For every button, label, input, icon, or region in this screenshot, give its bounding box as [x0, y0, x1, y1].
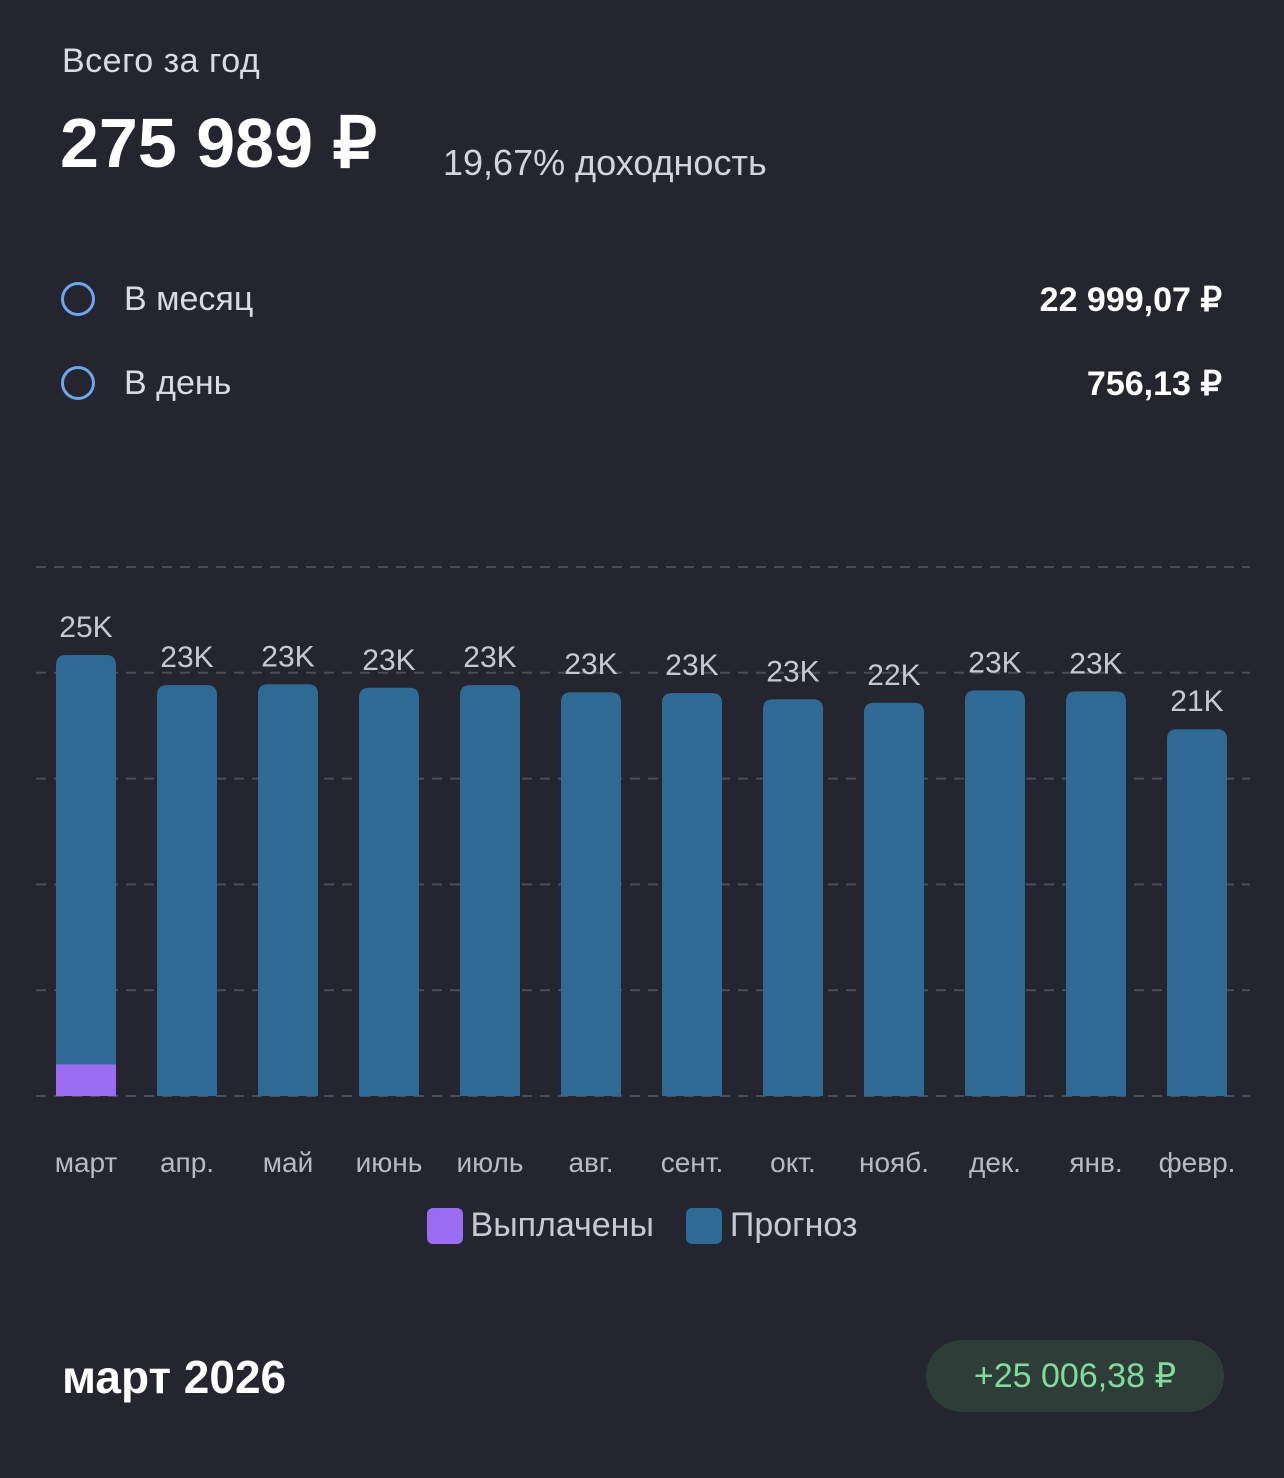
bar-value-label: 25K [59, 611, 112, 644]
bar-value-label: 21K [1170, 685, 1223, 718]
x-tick-label: авг. [568, 1147, 613, 1178]
bar-value-label: 23K [968, 646, 1021, 679]
x-tick-label: дек. [969, 1147, 1021, 1178]
bar-value-label: 23K [362, 644, 415, 677]
legend-label-paid: Выплачены [470, 1206, 654, 1244]
x-tick-label: июнь [356, 1147, 423, 1178]
period-title: март 2026 [62, 1351, 287, 1403]
legend-swatch-forecast [685, 1207, 722, 1244]
stat-row-month[interactable]: В месяц 22 999,07 ₽ [60, 280, 1222, 326]
stat-value-day: 756,13 ₽ [1086, 365, 1222, 403]
bar-value-label: 23K [1069, 647, 1122, 680]
bar-forecast [662, 693, 722, 1096]
yield-text: 19,67% доходность [443, 142, 767, 183]
stat-label-day: В день [124, 364, 232, 402]
x-tick-label: янв. [1069, 1147, 1122, 1178]
period-amount: +25 006,38 ₽ [973, 1357, 1177, 1395]
bar-forecast [1167, 729, 1227, 1096]
x-tick-label: июль [457, 1147, 524, 1178]
bar-forecast [1066, 691, 1126, 1096]
x-tick-label: май [263, 1147, 313, 1178]
x-tick-label: нояб. [859, 1147, 929, 1178]
bar-value-label: 23K [160, 641, 213, 674]
bar-forecast [359, 687, 419, 1096]
year-label: Всего за год [62, 42, 261, 80]
bar-forecast [460, 685, 520, 1096]
bar-value-label: 23K [766, 655, 819, 688]
period-amount-badge[interactable]: +25 006,38 ₽ [926, 1340, 1224, 1412]
bar-value-label: 22K [867, 659, 920, 692]
bar-value-label: 23K [463, 641, 516, 674]
bar-forecast [965, 690, 1025, 1096]
bar-paid [56, 1064, 116, 1096]
bar-value-label: 23K [261, 640, 314, 673]
total-value: 275 989 ₽ [60, 104, 378, 182]
bar-value-label: 23K [564, 648, 617, 681]
bar-forecast [258, 684, 318, 1096]
stat-value-month: 22 999,07 ₽ [1039, 281, 1222, 319]
circle-outline-icon [61, 366, 95, 400]
dividends-bar-chart: 25K март 23K апр. 23K май 23K июнь 23K июль 23K авг… [36, 566, 1250, 1178]
bar-forecast [561, 692, 621, 1096]
bar-forecast [157, 685, 217, 1096]
bar-value-label: 23K [665, 649, 718, 682]
legend-label-forecast: Прогноз [729, 1206, 858, 1244]
bar-forecast [763, 699, 823, 1096]
chart-legend: Выплачены Прогноз [0, 1206, 1284, 1245]
x-tick-label: сент. [661, 1147, 724, 1178]
circle-outline-icon [61, 282, 95, 316]
bar-forecast [56, 655, 116, 1065]
x-tick-label: февр. [1159, 1147, 1236, 1178]
x-tick-label: март [55, 1147, 118, 1178]
x-tick-label: апр. [160, 1147, 214, 1178]
legend-item-paid[interactable]: Выплачены [426, 1206, 654, 1245]
stat-row-day[interactable]: В день 756,13 ₽ [60, 364, 1222, 410]
bar-forecast [864, 702, 924, 1096]
x-tick-label: окт. [770, 1147, 816, 1178]
stat-label-month: В месяц [124, 280, 254, 318]
legend-item-forecast[interactable]: Прогноз [685, 1206, 858, 1245]
legend-swatch-paid [426, 1207, 463, 1244]
